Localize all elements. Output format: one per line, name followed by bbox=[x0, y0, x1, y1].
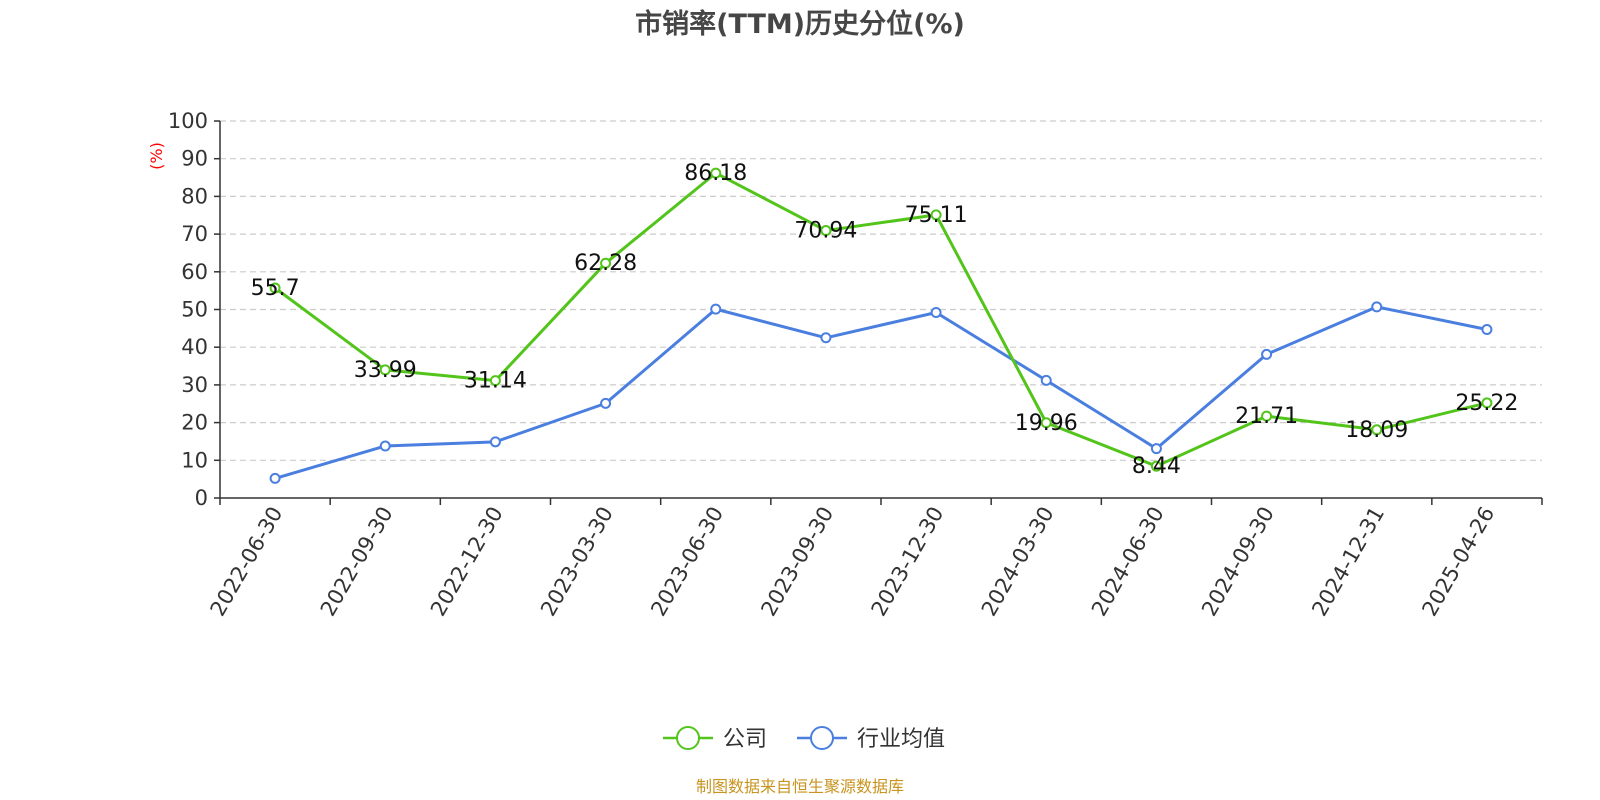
data-point bbox=[269, 472, 281, 484]
legend-label: 行业均值 bbox=[857, 727, 945, 752]
data-point bbox=[930, 209, 942, 221]
data-point bbox=[1481, 323, 1493, 335]
data-label: 21.71 bbox=[1235, 404, 1298, 429]
x-tick-label: 2023-03-30 bbox=[536, 503, 618, 621]
x-tick-label: 2024-09-30 bbox=[1197, 503, 1279, 621]
y-tick-label: 80 bbox=[181, 184, 208, 208]
data-point bbox=[1481, 397, 1493, 409]
series-line bbox=[274, 171, 1488, 468]
y-tick-label: 90 bbox=[181, 147, 208, 171]
legend: 公司 行业均值 bbox=[663, 726, 945, 752]
x-tick-label: 2025-04-26 bbox=[1417, 503, 1499, 621]
data-point bbox=[1371, 424, 1383, 436]
x-axis-ticks: 2022-06-30 2022-09-30 2022-12-30 2023-03-30… bbox=[206, 498, 1543, 621]
data-label: 31.14 bbox=[464, 369, 527, 394]
data-label: 86.18 bbox=[684, 161, 747, 186]
x-tick-label: 2023-12-30 bbox=[867, 503, 949, 621]
series-company bbox=[269, 167, 1493, 472]
data-label: 55.7 bbox=[251, 276, 300, 301]
y-axis-ticks: 0 10 20 30 40 50 60 70 80 90 100 bbox=[168, 109, 220, 510]
legend-label: 公司 bbox=[723, 727, 767, 752]
series-layer bbox=[269, 167, 1493, 484]
x-tick-label: 2022-09-30 bbox=[316, 503, 398, 621]
data-label: 18.09 bbox=[1345, 418, 1408, 443]
source-note: 制图数据来自恒生聚源数据库 bbox=[696, 777, 904, 796]
data-label: 33.99 bbox=[354, 358, 417, 383]
data-point bbox=[379, 364, 391, 376]
data-point bbox=[820, 332, 832, 344]
y-tick-label: 50 bbox=[181, 298, 208, 322]
data-point bbox=[379, 440, 391, 452]
data-point bbox=[930, 307, 942, 319]
chart-title: 市销率(TTM)历史分位(%) bbox=[635, 8, 965, 40]
y-tick-label: 0 bbox=[195, 486, 208, 510]
x-tick-label: 2023-06-30 bbox=[646, 503, 728, 621]
data-point bbox=[1040, 374, 1052, 386]
y-tick-label: 10 bbox=[181, 448, 208, 472]
data-label: 62.28 bbox=[574, 251, 637, 276]
legend-marker-icon bbox=[676, 726, 700, 750]
data-point bbox=[710, 167, 722, 179]
data-label: 75.11 bbox=[905, 203, 968, 228]
x-tick-label: 2022-06-30 bbox=[206, 503, 288, 621]
y-tick-label: 40 bbox=[181, 335, 208, 359]
x-tick-label: 2024-12-31 bbox=[1307, 503, 1389, 621]
series-line bbox=[274, 305, 1488, 480]
data-point bbox=[1261, 348, 1273, 360]
data-point bbox=[1371, 301, 1383, 313]
data-point bbox=[269, 282, 281, 294]
data-point bbox=[1261, 410, 1273, 422]
data-label: 70.94 bbox=[794, 219, 857, 244]
data-label: 8.44 bbox=[1132, 454, 1181, 479]
y-tick-label: 70 bbox=[181, 222, 208, 246]
x-tick-label: 2023-09-30 bbox=[756, 503, 838, 621]
data-labels: 55.7 33.99 31.14 62.28 86.18 70.94 75.11 19.96 8… bbox=[251, 161, 1519, 479]
series-industry-average bbox=[269, 301, 1493, 484]
y-tick-label: 20 bbox=[181, 411, 208, 435]
data-label: 25.22 bbox=[1455, 391, 1518, 416]
legend-item-industry-average: 行业均值 bbox=[797, 726, 945, 752]
legend-marker-icon bbox=[810, 726, 834, 750]
x-tick-label: 2024-03-30 bbox=[977, 503, 1059, 621]
data-point bbox=[489, 436, 501, 448]
x-tick-label: 2022-12-30 bbox=[426, 503, 508, 621]
data-point bbox=[489, 375, 501, 387]
data-point bbox=[710, 303, 722, 315]
y-tick-label: 30 bbox=[181, 373, 208, 397]
y-tick-label: 60 bbox=[181, 260, 208, 284]
x-tick-label: 2024-06-30 bbox=[1087, 503, 1169, 621]
data-point bbox=[1040, 417, 1052, 429]
legend-item-company: 公司 bbox=[663, 726, 767, 752]
data-label: 19.96 bbox=[1015, 411, 1078, 436]
y-axis-unit-label: (%) bbox=[147, 142, 166, 170]
data-point bbox=[1150, 460, 1162, 472]
grid-lines bbox=[220, 120, 1542, 461]
data-point bbox=[600, 257, 612, 269]
data-point bbox=[600, 397, 612, 409]
data-point bbox=[1150, 443, 1162, 455]
y-tick-label: 100 bbox=[168, 109, 208, 133]
data-point bbox=[820, 225, 832, 237]
